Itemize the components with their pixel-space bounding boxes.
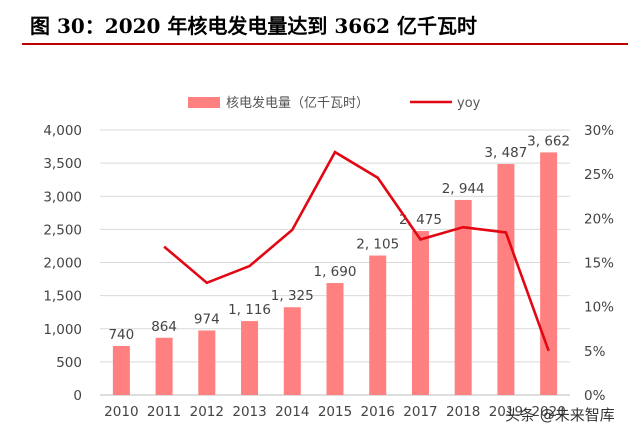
x-axis-ticks: 2010 2011 2012 2013 2014 2015 2016 2017 2018 2019…: [104, 404, 566, 420]
bar-2010: [112, 345, 130, 395]
data-label-2012: 974: [194, 311, 220, 327]
x-tick-2018: 2018: [446, 404, 480, 420]
legend-bar-swatch: [188, 97, 220, 108]
right-tick-label: 20%: [584, 211, 614, 227]
data-label-2010: 740: [108, 327, 134, 343]
right-tick-label: 0%: [584, 388, 606, 404]
bar-2015: [326, 283, 344, 395]
left-tick-label: 1,000: [43, 322, 82, 338]
left-tick-label: 3,000: [43, 189, 82, 205]
x-tick-2014: 2014: [275, 404, 309, 420]
right-tick-label: 15%: [584, 256, 614, 272]
x-tick-2011: 2011: [147, 404, 181, 420]
yoy-line-series: [163, 150, 550, 352]
bar-2012: [198, 330, 216, 395]
right-tick-label: 25%: [584, 167, 614, 183]
data-label-2019: 3, 487: [484, 145, 527, 161]
left-tick-label: 2,000: [43, 256, 82, 272]
data-label-2020: 3, 662: [527, 133, 570, 149]
watermark: 头条 @未来智库: [505, 406, 615, 424]
left-tick-label: 0: [73, 388, 82, 404]
legend: 核电发电量（亿千瓦时） yoy: [188, 95, 481, 111]
right-tick-label: 5%: [584, 344, 606, 360]
bar-2011: [155, 337, 173, 395]
x-tick-2015: 2015: [318, 404, 352, 420]
data-label-2018: 2, 944: [442, 181, 485, 197]
gridlines: [100, 129, 570, 396]
bar-2017: [411, 231, 429, 395]
x-tick-2013: 2013: [232, 404, 266, 420]
left-tick-label: 2,500: [43, 222, 82, 238]
left-tick-label: 1,500: [43, 289, 82, 305]
bar-2019: [497, 163, 515, 395]
data-label-2014: 1, 325: [271, 288, 314, 304]
data-label-2016: 2, 105: [356, 237, 399, 253]
page-title: 图 30：2020 年核电发电量达到 3662 亿千瓦时: [30, 14, 478, 38]
bar-series: [112, 152, 558, 395]
x-tick-2017: 2017: [403, 404, 437, 420]
bar-2014: [283, 307, 301, 395]
data-label-2011: 864: [151, 319, 177, 335]
left-axis-ticks: 0 500 1,000 1,500 2,000 2,500 3,000 3,500 4,000: [43, 123, 82, 404]
bar-2016: [369, 255, 387, 395]
bar-2013: [241, 321, 259, 395]
x-tick-2012: 2012: [190, 404, 224, 420]
right-tick-label: 30%: [584, 123, 614, 139]
title-divider: [22, 43, 628, 45]
legend-line-label: yoy: [457, 96, 481, 111]
left-tick-label: 500: [56, 355, 82, 371]
right-axis-ticks: 0% 5% 10% 15% 20% 25% 30%: [584, 123, 614, 404]
yoy-line: [163, 150, 550, 352]
data-label-2013: 1, 116: [228, 302, 271, 318]
x-tick-2020: 2020: [531, 404, 565, 420]
legend-bar-label: 核电发电量（亿千瓦时）: [226, 95, 369, 111]
x-tick-2016: 2016: [361, 404, 395, 420]
left-tick-label: 4,000: [43, 123, 82, 139]
x-tick-2019: 2019: [489, 404, 523, 420]
x-tick-2010: 2010: [104, 404, 138, 420]
left-tick-label: 3,500: [43, 156, 82, 172]
right-tick-label: 10%: [584, 300, 614, 316]
data-label-2015: 1, 690: [314, 264, 357, 280]
bar-2018: [454, 199, 472, 395]
bar-2020: [540, 152, 558, 395]
